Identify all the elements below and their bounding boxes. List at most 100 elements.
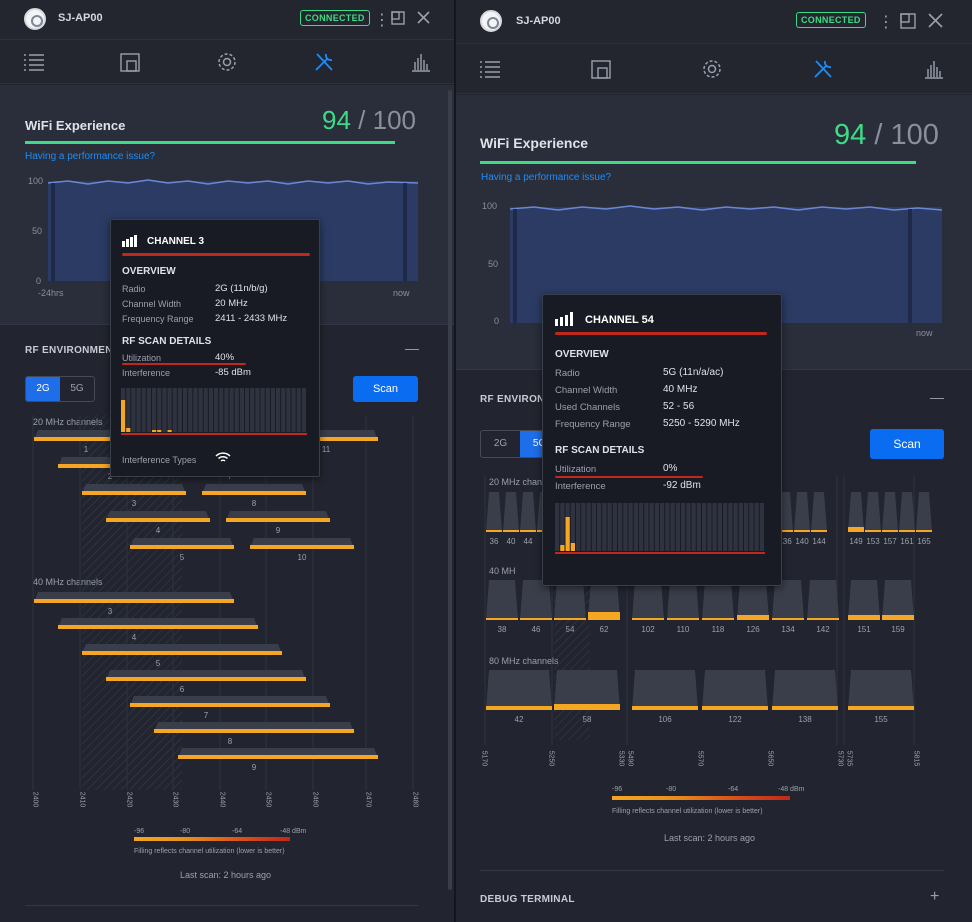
- channel-20-140[interactable]: 140: [794, 492, 810, 546]
- channel-20-8[interactable]: 8: [202, 484, 306, 508]
- performance-link[interactable]: Having a performance issue?: [481, 172, 612, 183]
- channel-40-5[interactable]: 5: [82, 644, 282, 668]
- collapse-icon[interactable]: —: [930, 389, 944, 405]
- channel-20-157[interactable]: 157: [882, 492, 898, 546]
- channel-20-149[interactable]: 149: [848, 492, 864, 546]
- toolbar: [456, 44, 972, 94]
- more-icon[interactable]: ⋮: [878, 14, 894, 31]
- freq-tick: 5650: [766, 750, 774, 767]
- gear-icon[interactable]: [700, 57, 724, 81]
- row-key: Radio: [555, 368, 580, 379]
- util-underline: [555, 476, 703, 478]
- channel-40-142[interactable]: 142: [807, 580, 839, 634]
- channel-40-159[interactable]: 159: [882, 580, 914, 634]
- scan-button[interactable]: Scan: [870, 429, 944, 459]
- histogram-bar: [644, 503, 649, 551]
- list-icon[interactable]: [478, 57, 502, 81]
- channel-40-110[interactable]: 110: [667, 580, 699, 634]
- histogram-bar: [759, 503, 764, 551]
- gear-icon[interactable]: [215, 50, 239, 74]
- band-2g-button[interactable]: 2G: [26, 377, 60, 401]
- channel-20-9[interactable]: 9: [226, 511, 330, 535]
- histogram-bar: [141, 388, 146, 432]
- close-icon[interactable]: [417, 11, 430, 24]
- row-key: Frequency Range: [555, 419, 631, 430]
- collapse-icon[interactable]: —: [405, 340, 419, 356]
- stats-icon[interactable]: [409, 50, 433, 74]
- channel-20-3[interactable]: 3: [82, 484, 186, 508]
- channel-40-9[interactable]: 9: [178, 748, 378, 772]
- scrollbar[interactable]: [448, 90, 452, 890]
- freq-tick: 2470: [364, 791, 372, 808]
- device-icon[interactable]: [118, 50, 142, 74]
- channel-20-36[interactable]: 36: [486, 492, 502, 546]
- tools-icon[interactable]: [811, 57, 835, 81]
- channel-40-102[interactable]: 102: [632, 580, 664, 634]
- channel-40-126[interactable]: 126: [737, 580, 769, 634]
- channel-40-54[interactable]: 54: [554, 580, 586, 634]
- device-avatar-icon: [24, 8, 46, 30]
- tools-icon[interactable]: [312, 50, 336, 74]
- channel-80-155[interactable]: 155: [848, 670, 914, 724]
- window-icon[interactable]: [391, 11, 405, 25]
- channel-80-122[interactable]: 122: [702, 670, 768, 724]
- channel-40-151[interactable]: 151: [848, 580, 880, 634]
- channel-label: 9: [252, 763, 257, 772]
- close-icon[interactable]: [928, 13, 943, 28]
- channel-80-42[interactable]: 42: [486, 670, 552, 724]
- channel-20-4[interactable]: 4: [106, 511, 210, 535]
- legend-value: -48 dBm: [280, 828, 307, 835]
- band-2g-button[interactable]: 2G: [493, 438, 508, 449]
- debug-terminal-label[interactable]: DEBUG TERMINAL: [480, 894, 575, 905]
- expand-icon[interactable]: +: [930, 888, 940, 905]
- channel-20-10[interactable]: 10: [250, 538, 354, 562]
- list-icon[interactable]: [22, 50, 46, 74]
- freq-tick: 5735: [845, 750, 853, 767]
- channel-40-7[interactable]: 7: [130, 696, 330, 720]
- channel-20-5[interactable]: 5: [130, 538, 234, 562]
- channel-20-44[interactable]: 44: [520, 492, 536, 546]
- channel-20-144[interactable]: 144: [811, 492, 827, 546]
- scan-button[interactable]: Scan: [353, 376, 418, 402]
- band-5g-button[interactable]: 5G: [70, 383, 84, 394]
- utilization-histogram: [121, 388, 307, 435]
- freq-tick: 5730: [836, 750, 844, 767]
- more-icon[interactable]: ⋮: [374, 12, 390, 29]
- freq-tick: 2410: [78, 791, 86, 808]
- channel-40-118[interactable]: 118: [702, 580, 734, 634]
- stats-icon[interactable]: [922, 57, 946, 81]
- channel-80-106[interactable]: 106: [632, 670, 698, 724]
- channel-20-161[interactable]: 161: [899, 492, 915, 546]
- channel-40-8[interactable]: 8: [154, 722, 354, 746]
- channel-20-153[interactable]: 153: [865, 492, 881, 546]
- channel-40-3[interactable]: 3: [34, 592, 234, 616]
- channel-label: 126: [746, 625, 760, 634]
- channel-20-165[interactable]: 165: [916, 492, 932, 546]
- legend-value: -48 dBm: [778, 786, 805, 793]
- channel-20-40[interactable]: 40: [503, 492, 519, 546]
- channel-40-4[interactable]: 4: [58, 618, 258, 642]
- channel-40-46[interactable]: 46: [520, 580, 552, 634]
- histogram-bar: [702, 503, 707, 551]
- histogram-fill: [121, 400, 126, 432]
- channel-40-134[interactable]: 134: [772, 580, 804, 634]
- device-icon[interactable]: [589, 57, 613, 81]
- channel-label: 5: [180, 553, 185, 562]
- y-label-100: 100: [482, 201, 498, 211]
- utilization-histogram: [555, 503, 765, 554]
- channel-80-138[interactable]: 138: [772, 670, 838, 724]
- channel-label: 159: [891, 625, 905, 634]
- histogram-bar: [136, 388, 141, 432]
- histogram-bar: [581, 503, 586, 551]
- histogram-baseline: [555, 552, 765, 554]
- channel-40-6[interactable]: 6: [106, 670, 306, 694]
- histogram-bar: [660, 503, 665, 551]
- channel-40-62[interactable]: 62: [588, 580, 620, 634]
- signal-icon: [555, 312, 573, 326]
- channel-80-58[interactable]: 58: [554, 670, 620, 724]
- window-icon[interactable]: [900, 13, 916, 29]
- performance-link[interactable]: Having a performance issue?: [25, 151, 156, 162]
- channel-40-38[interactable]: 38: [486, 580, 518, 634]
- histogram-bar: [208, 388, 213, 432]
- tooltip-title: CHANNEL 3: [147, 236, 205, 247]
